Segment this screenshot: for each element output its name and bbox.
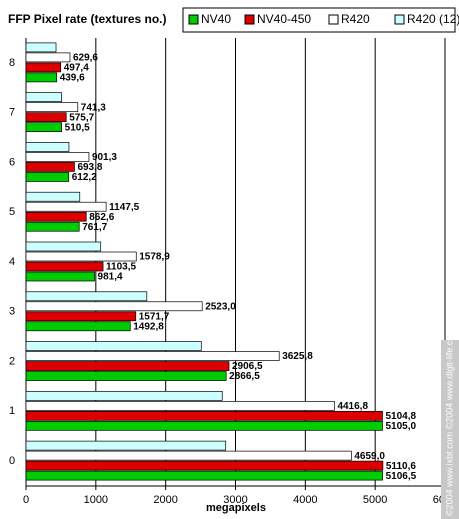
bar <box>25 142 70 152</box>
bar <box>25 92 62 103</box>
bar <box>25 191 81 202</box>
bar <box>25 390 223 401</box>
watermark: ©2004 www.ixbt.com ©2004 www.digit-life.… <box>444 328 454 516</box>
x-tick-label: 3000 <box>223 494 247 506</box>
y-tick-label: 7 <box>9 107 15 119</box>
x-axis-label: megapixels <box>206 502 266 514</box>
x-tick-label: 1000 <box>84 494 108 506</box>
legend-label: R420 <box>341 12 370 26</box>
legend-swatch <box>244 14 255 25</box>
value-label: 2866,5 <box>229 371 260 382</box>
bar <box>25 351 280 361</box>
bar <box>25 62 62 73</box>
bar <box>25 261 104 272</box>
value-label: 981,4 <box>98 272 123 283</box>
value-label: 3625,8 <box>282 351 313 362</box>
legend-box <box>182 7 456 33</box>
bar <box>25 420 383 431</box>
y-tick-label: 0 <box>9 455 15 467</box>
bar <box>25 201 107 212</box>
value-label: 1147,5 <box>109 202 139 213</box>
bar <box>25 450 352 461</box>
bar <box>25 311 137 322</box>
bar <box>25 162 75 172</box>
value-label: 1571,7 <box>139 311 170 322</box>
value-label: 629,6 <box>73 53 98 64</box>
bar <box>25 221 80 232</box>
y-tick-label: 5 <box>9 206 15 218</box>
bar <box>25 102 79 113</box>
legend-swatch <box>188 14 199 25</box>
bar <box>25 341 202 351</box>
value-label: 741,3 <box>81 102 106 113</box>
value-label: 510,5 <box>65 122 90 133</box>
value-label: 612,2 <box>72 172 97 183</box>
bar <box>25 112 67 123</box>
legend-swatch <box>328 14 339 25</box>
y-tick-label: 4 <box>9 256 15 268</box>
bar <box>25 470 383 481</box>
value-label: 5104,8 <box>385 411 416 422</box>
value-label: 862,6 <box>89 212 114 223</box>
y-tick-label: 6 <box>9 156 15 168</box>
bar <box>25 172 70 182</box>
value-label: 439,6 <box>60 73 85 84</box>
bar <box>25 122 62 133</box>
x-tick-label: 5000 <box>363 494 387 506</box>
bar <box>25 271 95 282</box>
chart-title: FFP Pixel rate (textures no.) <box>8 12 167 26</box>
bar <box>25 301 203 312</box>
value-label: 1578,9 <box>139 252 170 263</box>
value-label: 1103,5 <box>106 262 136 273</box>
value-label: 4416,8 <box>337 401 368 412</box>
bar <box>25 371 227 381</box>
value-label: 1492,8 <box>133 321 164 332</box>
legend-label: NV40 <box>201 12 231 26</box>
value-label: 5106,5 <box>386 471 417 482</box>
y-tick-label: 2 <box>9 355 15 367</box>
value-label: 497,4 <box>64 63 89 74</box>
value-label: 5110,6 <box>386 461 416 472</box>
bar <box>25 460 384 471</box>
y-tick-label: 1 <box>9 405 15 417</box>
value-label: 575,7 <box>69 112 94 123</box>
bar <box>25 241 102 252</box>
bar <box>25 251 137 262</box>
bar <box>25 400 335 411</box>
bar <box>25 291 148 302</box>
watermark-box <box>441 340 459 519</box>
bar <box>25 410 383 421</box>
y-tick-label: 3 <box>9 306 15 318</box>
bar <box>25 440 227 451</box>
bar <box>25 52 71 63</box>
bar <box>25 42 57 53</box>
value-label: 2906,5 <box>232 361 263 372</box>
bar <box>25 72 58 83</box>
legend-swatch <box>394 14 405 25</box>
legend-label: NV40-450 <box>257 12 311 26</box>
value-label: 693,8 <box>77 162 102 173</box>
value-label: 2523,0 <box>205 301 236 312</box>
bar <box>25 321 131 332</box>
y-tick-label: 8 <box>9 57 15 69</box>
legend-label: R420 (12) <box>407 12 459 26</box>
value-label: 5105,0 <box>385 421 416 432</box>
bar <box>25 152 90 162</box>
bar <box>25 211 87 222</box>
x-tick-label: 4000 <box>293 494 317 506</box>
value-label: 901,3 <box>92 152 117 163</box>
bar <box>25 361 230 371</box>
value-label: 761,7 <box>82 222 107 233</box>
x-tick-label: 2000 <box>153 494 177 506</box>
x-tick-label: 0 <box>23 494 29 506</box>
value-label: 4659,0 <box>354 451 385 462</box>
